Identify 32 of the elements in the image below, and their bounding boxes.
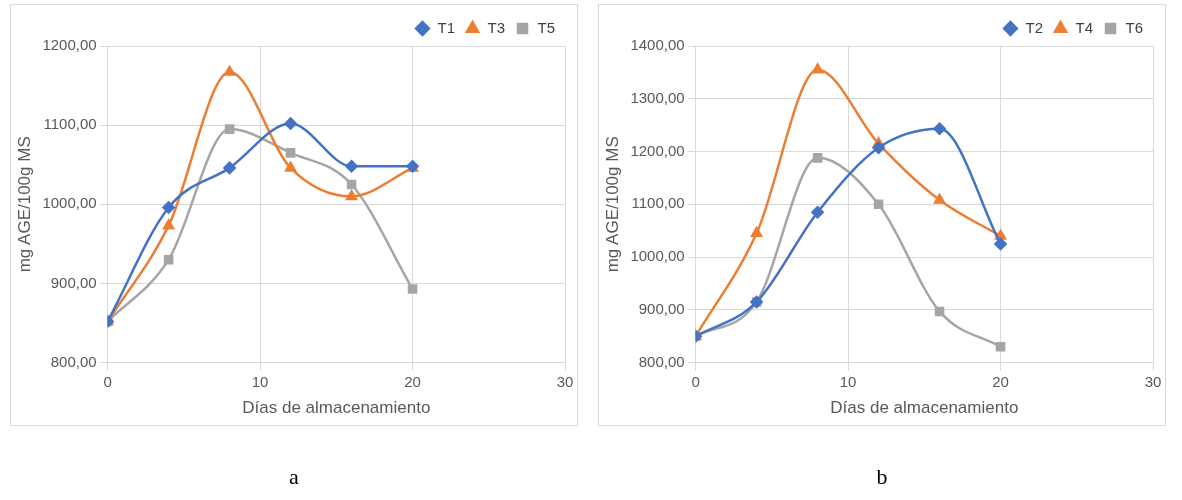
y-tick-label: 900,00 <box>638 299 685 317</box>
legend-label: T6 <box>1125 18 1144 36</box>
x-tick-label: 10 <box>839 372 857 390</box>
y-tick-label: 1000,00 <box>630 247 685 265</box>
y-tick-label: 1200,00 <box>630 141 685 159</box>
y-tick-label: 1200,00 <box>42 36 97 54</box>
legend-label: T1 <box>437 18 455 36</box>
y-tick-label: 800,00 <box>638 352 685 370</box>
legend-label: T2 <box>1025 18 1043 36</box>
y-tick-label: 800,00 <box>50 352 97 370</box>
x-tick-label: 30 <box>1144 372 1162 390</box>
y-axis-title: mg AGE/100g MS <box>602 136 622 273</box>
y-tick-label: 1100,00 <box>43 115 97 133</box>
y-tick-label: 1300,00 <box>630 88 685 106</box>
x-tick-label: 30 <box>556 372 574 390</box>
x-tick-label: 20 <box>404 372 421 390</box>
legend-label: T4 <box>1075 18 1094 36</box>
legend-label: T3 <box>487 18 506 36</box>
x-tick-label: 0 <box>691 372 700 390</box>
text: a <box>288 464 300 490</box>
text: b <box>875 464 889 490</box>
x-tick-label: 20 <box>992 372 1009 390</box>
y-tick-label: 1400,00 <box>630 36 685 54</box>
y-tick-label: 1000,00 <box>42 194 97 212</box>
y-tick-label: 1100,00 <box>631 194 685 212</box>
x-axis-title: Días de almacenamiento <box>242 398 431 418</box>
y-tick-label: 900,00 <box>50 273 97 291</box>
legend-label: T5 <box>537 18 556 36</box>
x-tick-label: 10 <box>251 372 269 390</box>
x-axis-title: Días de almacenamiento <box>830 398 1019 418</box>
x-tick-label: 0 <box>103 372 112 390</box>
y-axis-title: mg AGE/100g MS <box>14 136 34 273</box>
